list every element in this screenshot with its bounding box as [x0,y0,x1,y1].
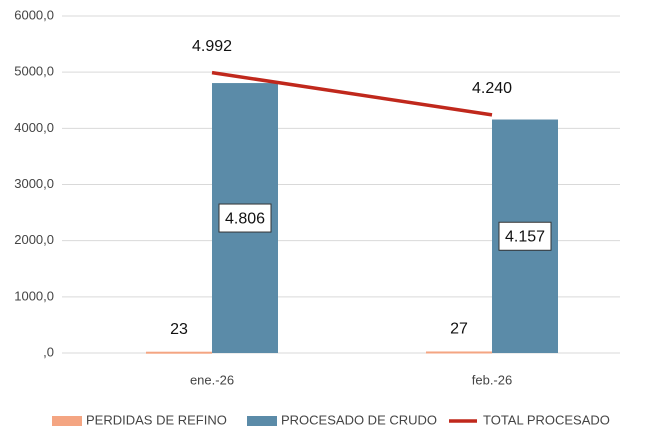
value-label: 23 [170,321,188,338]
value-label: 27 [450,321,468,338]
legend-label: PROCESADO DE CRUDO [281,412,437,427]
legend-label: PERDIDAS DE REFINO [86,412,227,427]
value-label: 4.157 [505,228,545,245]
y-tick-label: 5000,0 [14,64,54,79]
value-label: 4.240 [472,80,512,97]
value-label: 4.992 [192,38,232,55]
x-tick-label: ene.-26 [190,372,234,387]
legend-label: TOTAL PROCESADO [483,412,610,427]
legend-swatch [52,416,82,426]
y-tick-label: 1000,0 [14,288,54,303]
bar [426,351,492,354]
y-tick-label: 3000,0 [14,176,54,191]
value-label: 4.806 [225,210,265,227]
legend-swatch [247,416,277,426]
y-tick-label: ,0 [43,344,54,359]
value-label-box [218,203,272,233]
value-label-box [498,221,552,251]
y-tick-label: 4000,0 [14,120,54,135]
x-tick-label: feb.-26 [472,372,512,387]
line [211,70,493,117]
y-tick-label: 2000,0 [14,232,54,247]
y-tick-label: 6000,0 [14,7,54,22]
bar [146,351,212,354]
